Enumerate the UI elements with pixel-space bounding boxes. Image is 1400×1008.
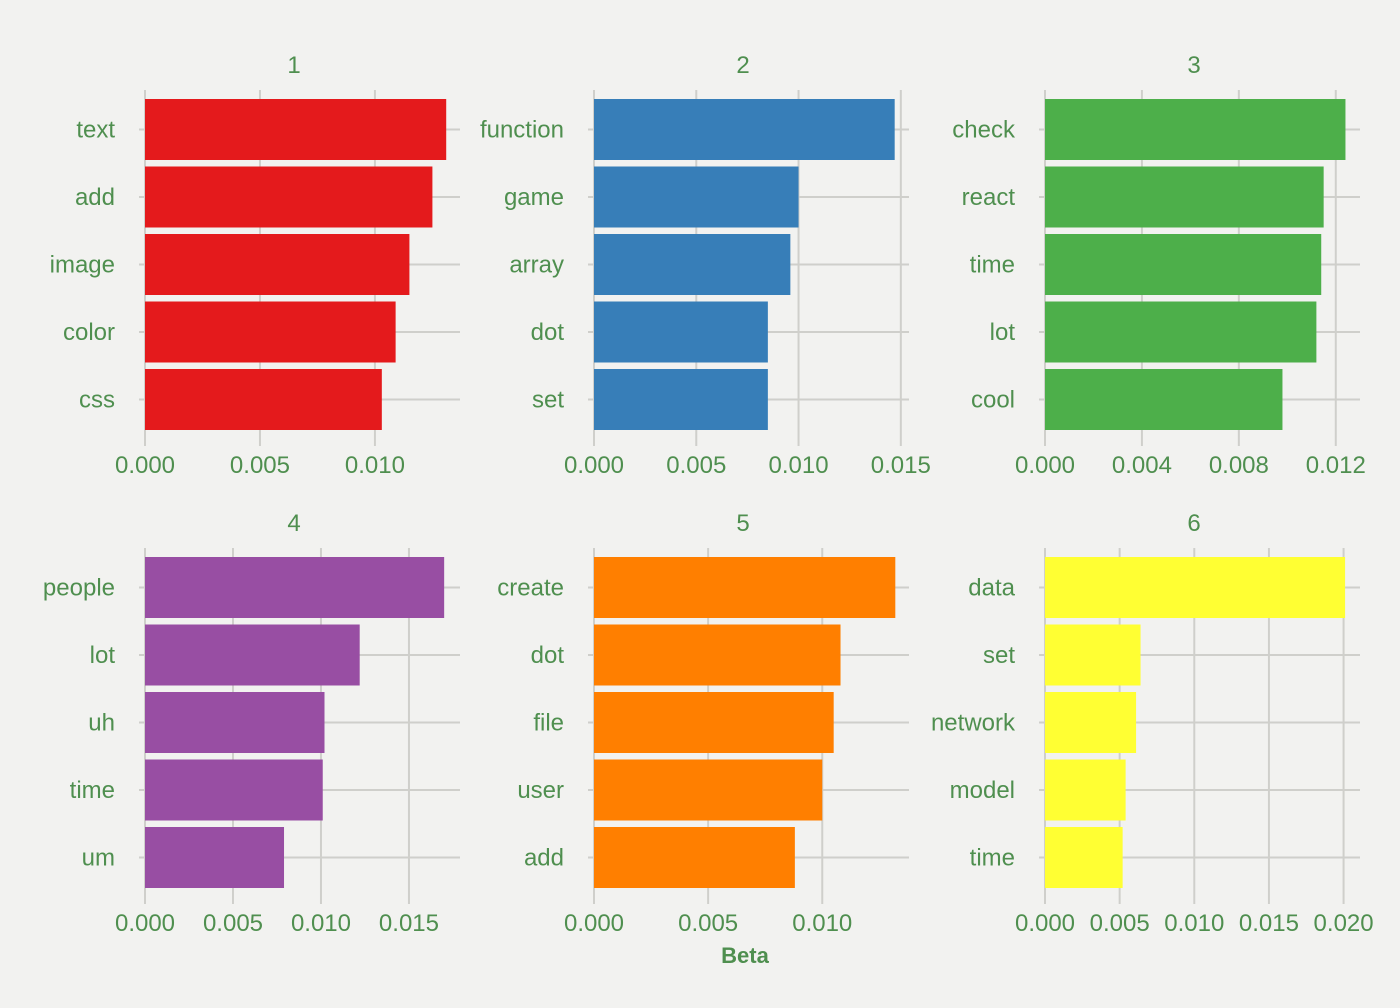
- category-label: color: [63, 319, 115, 346]
- category-label: uh: [88, 710, 115, 737]
- x-tick-label: 0.005: [203, 910, 263, 937]
- bar-array: [594, 234, 791, 295]
- facet-panel-5: create dot file user add 0.000 0.005 0.010 5: [497, 510, 909, 937]
- facet-title: 5: [736, 510, 749, 537]
- bar-lot: [145, 624, 360, 686]
- category-label: cool: [971, 387, 1015, 414]
- facet-panel-2: function game array dot set 0.000 0.005 0.010 0.…: [480, 52, 931, 479]
- x-tick-label: 0.005: [230, 452, 290, 479]
- bar-network: [1045, 692, 1137, 753]
- bar-time: [1045, 827, 1123, 888]
- x-tick-label: 0.005: [666, 452, 726, 479]
- bar-text: [145, 99, 447, 160]
- category-label: lot: [990, 319, 1016, 346]
- bar-add: [594, 827, 795, 888]
- bar-game: [594, 166, 799, 228]
- category-label: people: [43, 575, 115, 602]
- facet-panel-6: data set network model time 0.000 0.005 0.010 0.…: [931, 510, 1374, 937]
- facet-panel-4: people lot uh time um 0.000 0.005 0.010 0.015 4: [43, 510, 460, 937]
- bar-cool: [1045, 369, 1283, 430]
- x-tick-label: 0.015: [871, 452, 931, 479]
- bar-image: [145, 234, 410, 295]
- bar-model: [1045, 759, 1126, 821]
- facet-title: 1: [287, 52, 300, 79]
- category-label: create: [497, 575, 564, 602]
- bar-user: [594, 759, 823, 821]
- category-label: set: [983, 642, 1015, 669]
- x-tick-label: 0.005: [678, 910, 738, 937]
- x-tick-label: 0.010: [1164, 910, 1224, 937]
- facet-title: 4: [287, 510, 300, 537]
- bar-file: [594, 692, 834, 753]
- x-tick-label: 0.000: [564, 910, 624, 937]
- category-label: check: [952, 117, 1016, 144]
- category-label: css: [79, 387, 115, 414]
- bar-time: [1045, 234, 1322, 295]
- category-label: um: [82, 845, 115, 872]
- category-label: set: [532, 387, 564, 414]
- bar-css: [145, 369, 382, 430]
- bar-um: [145, 827, 285, 888]
- bar-function: [594, 99, 895, 160]
- x-tick-label: 0.000: [115, 910, 175, 937]
- bar-lot: [1045, 301, 1317, 363]
- x-tick-label: 0.015: [1239, 910, 1299, 937]
- category-label: time: [70, 777, 115, 804]
- x-tick-label: 0.008: [1209, 452, 1269, 479]
- category-label: image: [50, 252, 115, 279]
- category-label: dot: [531, 319, 565, 346]
- x-tick-label: 0.010: [792, 910, 852, 937]
- x-tick-label: 0.005: [1090, 910, 1150, 937]
- bar-data: [1045, 557, 1346, 618]
- bar-create: [594, 557, 896, 618]
- category-label: react: [962, 184, 1016, 211]
- category-label: network: [931, 710, 1016, 737]
- category-label: lot: [90, 642, 116, 669]
- bar-dot: [594, 624, 841, 686]
- bar-add: [145, 166, 433, 228]
- x-tick-label: 0.012: [1306, 452, 1366, 479]
- facet-title: 2: [736, 52, 749, 79]
- x-tick-label: 0.000: [564, 452, 624, 479]
- category-label: text: [76, 117, 115, 144]
- x-axis-title: Beta: [721, 943, 769, 968]
- bar-check: [1045, 99, 1346, 160]
- category-label: time: [970, 845, 1015, 872]
- category-label: time: [970, 252, 1015, 279]
- category-label: user: [517, 777, 564, 804]
- category-label: add: [75, 184, 115, 211]
- x-tick-label: 0.004: [1112, 452, 1172, 479]
- x-tick-label: 0.015: [379, 910, 439, 937]
- x-tick-label: 0.000: [1015, 452, 1075, 479]
- category-label: array: [509, 252, 564, 279]
- category-label: function: [480, 117, 564, 144]
- category-label: add: [524, 845, 564, 872]
- x-tick-label: 0.010: [291, 910, 351, 937]
- bar-set: [594, 369, 768, 430]
- bar-uh: [145, 692, 325, 753]
- x-tick-label: 0.010: [769, 452, 829, 479]
- category-label: game: [504, 184, 564, 211]
- facet-title: 6: [1187, 510, 1200, 537]
- category-label: file: [533, 710, 564, 737]
- facet-panel-3: check react time lot cool 0.000 0.004 0.008 0.01…: [952, 52, 1366, 479]
- bar-color: [145, 301, 396, 363]
- facet-title: 3: [1187, 52, 1200, 79]
- x-tick-label: 0.020: [1314, 910, 1374, 937]
- category-label: data: [968, 575, 1015, 602]
- bar-time: [145, 759, 323, 821]
- bar-people: [145, 557, 445, 618]
- category-label: model: [950, 777, 1015, 804]
- x-tick-label: 0.000: [115, 452, 175, 479]
- x-tick-label: 0.010: [345, 452, 405, 479]
- bar-set: [1045, 624, 1141, 686]
- bar-react: [1045, 166, 1324, 228]
- category-label: dot: [531, 642, 565, 669]
- bar-dot: [594, 301, 768, 363]
- x-tick-label: 0.000: [1015, 910, 1075, 937]
- facet-panel-1: text add image color css 0.000 0.005 0.010 1: [50, 52, 460, 479]
